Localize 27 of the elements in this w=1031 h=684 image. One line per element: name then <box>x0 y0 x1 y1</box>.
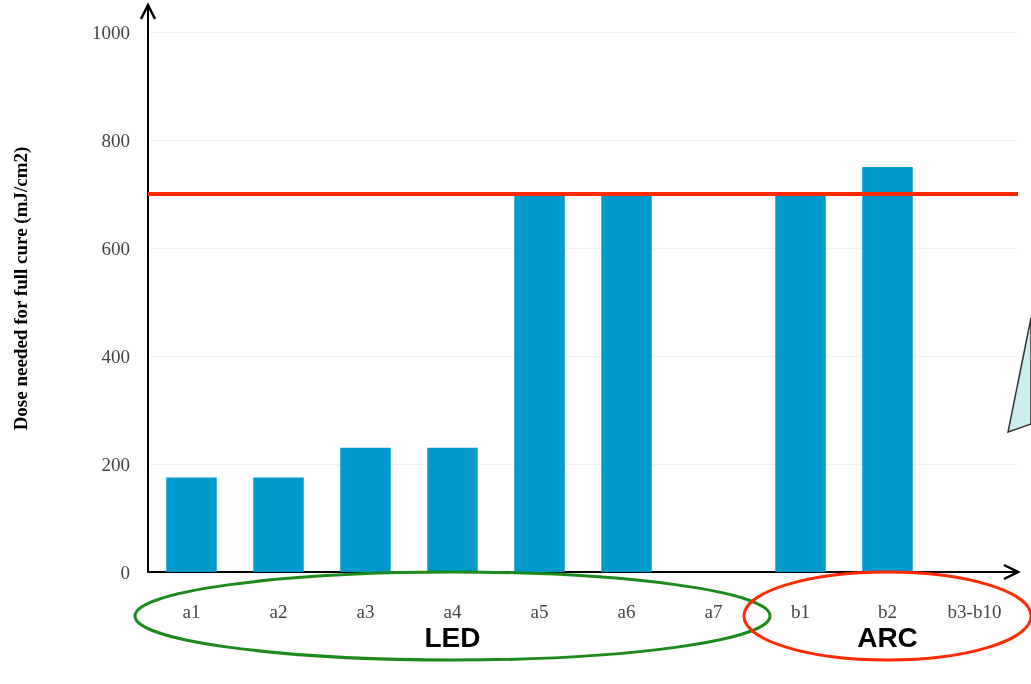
x-tick-label: b1 <box>791 601 810 622</box>
y-tick-label: 800 <box>101 129 130 151</box>
text: ARC <box>857 622 918 654</box>
bar <box>166 477 217 572</box>
y-tick-label: 0 <box>120 561 130 583</box>
y-tick-label: 600 <box>101 237 130 259</box>
bar <box>253 477 304 572</box>
bar <box>514 194 565 572</box>
y-axis-title: Dose needed for full cure (mJ/cm2) <box>10 146 32 431</box>
bar <box>601 194 652 572</box>
x-tick-label: a5 <box>530 601 549 622</box>
bar <box>862 167 913 572</box>
x-tick-label: b2 <box>878 601 897 622</box>
text: LED <box>424 622 481 654</box>
y-tick-label: 200 <box>101 453 130 475</box>
x-tick-label: a4 <box>443 601 462 622</box>
y-tick-label: 1000 <box>92 21 130 43</box>
x-tick-label: a7 <box>704 601 723 622</box>
x-tick-label: b3-b10 <box>947 601 1002 622</box>
bar <box>427 447 478 572</box>
x-tick-label: a3 <box>356 601 375 622</box>
x-tick-label: a6 <box>617 601 636 622</box>
y-tick-label: 400 <box>101 345 130 367</box>
x-tick-label: a1 <box>182 601 201 622</box>
x-tick-label: a2 <box>269 601 288 622</box>
bar <box>775 194 826 572</box>
bar <box>340 447 391 572</box>
